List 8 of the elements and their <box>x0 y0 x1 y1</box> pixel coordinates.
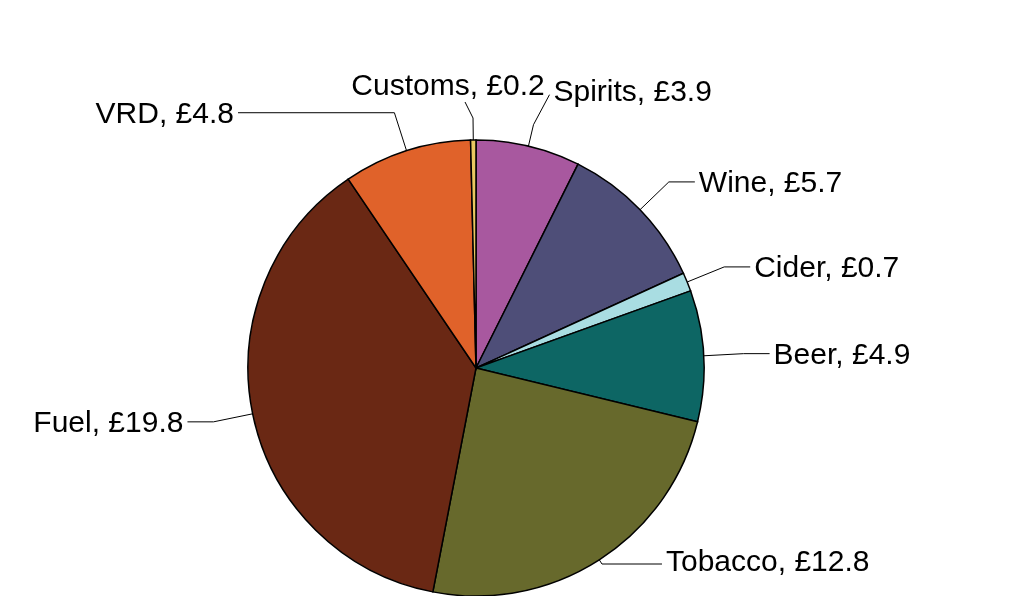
slice-label: Spirits, £3.9 <box>553 74 712 108</box>
slice-label: Customs, £0.2 <box>351 67 545 101</box>
slice-label: VRD, £4.8 <box>95 96 234 130</box>
slice-label: Fuel, £19.8 <box>33 405 184 439</box>
slice-label: Tobacco, £12.8 <box>665 543 870 577</box>
slice-label: Beer, £4.9 <box>773 337 911 371</box>
slice-label: Wine, £5.7 <box>698 165 843 199</box>
slice-label: Cider, £0.7 <box>754 250 900 284</box>
